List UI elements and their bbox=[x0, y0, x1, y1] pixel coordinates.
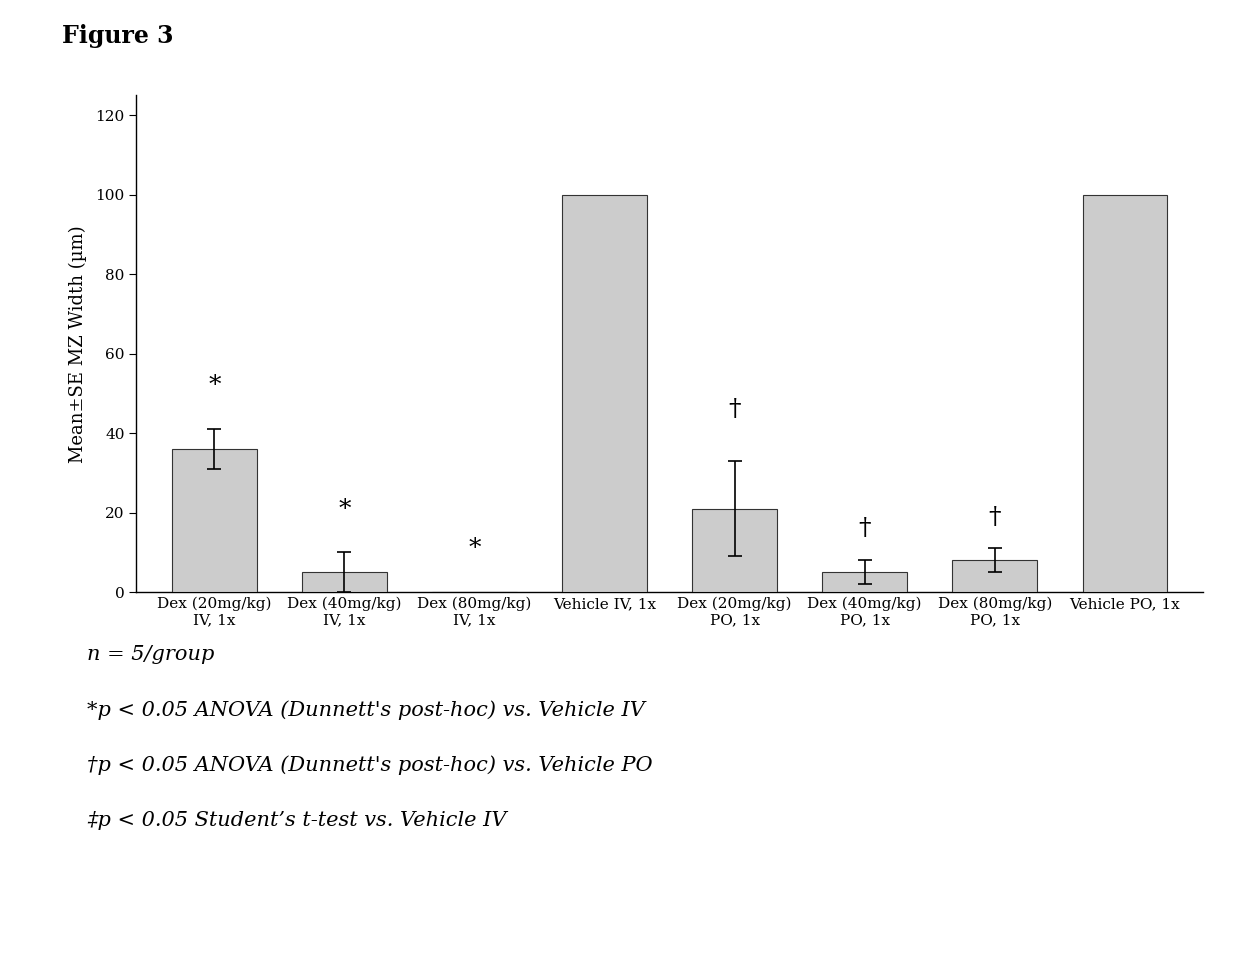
Text: *: * bbox=[208, 374, 221, 397]
Text: †: † bbox=[728, 398, 740, 421]
Bar bbox=[822, 572, 906, 592]
Bar bbox=[952, 561, 1037, 592]
Text: †: † bbox=[988, 505, 1001, 528]
Y-axis label: Mean±SE MZ Width (µm): Mean±SE MZ Width (µm) bbox=[68, 225, 87, 462]
Bar bbox=[692, 509, 777, 592]
Text: n = 5/group: n = 5/group bbox=[87, 645, 215, 664]
Text: *p < 0.05 ANOVA (Dunnett's post-hoc) vs. Vehicle IV: *p < 0.05 ANOVA (Dunnett's post-hoc) vs.… bbox=[87, 700, 645, 720]
Text: †: † bbox=[858, 518, 870, 541]
Bar bbox=[172, 449, 257, 592]
Text: Figure 3: Figure 3 bbox=[62, 24, 174, 48]
Bar bbox=[1083, 195, 1167, 592]
Bar bbox=[303, 572, 387, 592]
Bar bbox=[562, 195, 647, 592]
Text: *: * bbox=[339, 498, 351, 520]
Text: *: * bbox=[469, 538, 481, 561]
Text: ‡p < 0.05 Student’s t-test vs. Vehicle IV: ‡p < 0.05 Student’s t-test vs. Vehicle I… bbox=[87, 811, 506, 830]
Text: †p < 0.05 ANOVA (Dunnett's post-hoc) vs. Vehicle PO: †p < 0.05 ANOVA (Dunnett's post-hoc) vs.… bbox=[87, 755, 652, 775]
